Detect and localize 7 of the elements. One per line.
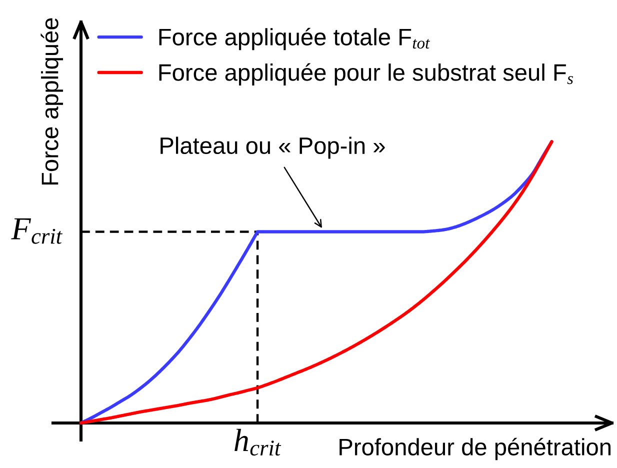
legend-label: Force appliquée totale F$_{tot}$: [159, 28, 430, 50]
annotation: Plateau ou « Pop-in »: [160, 136, 385, 159]
ref-line-label: F$_{crit}$: [11, 218, 63, 244]
x-axis-title: Profondeur de pénétration: [340, 438, 610, 460]
text: h$_{crit}$: [234, 428, 282, 456]
y-axis-title: Force appliquée: [40, 18, 64, 185]
legend-label: Force appliquée pour le substrat seul F$_{s}$: [159, 63, 573, 86]
